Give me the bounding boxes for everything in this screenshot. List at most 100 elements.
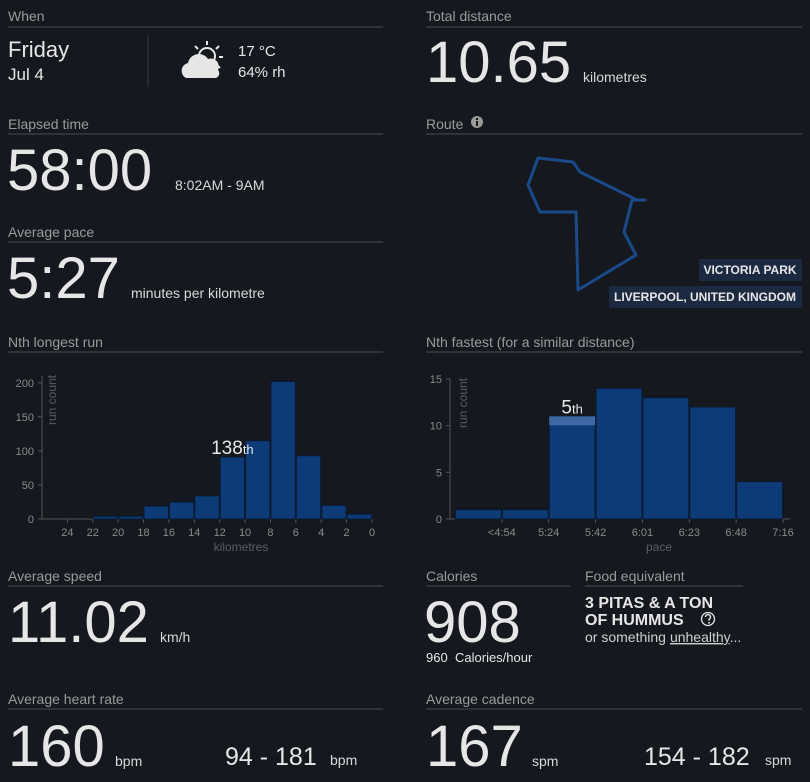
x-tick-label: 5:24 xyxy=(538,527,559,539)
bar xyxy=(118,515,144,520)
rank: 138 xyxy=(211,438,243,459)
calories-value: 908 xyxy=(424,590,521,655)
note-text: or something xyxy=(585,629,666,645)
bar xyxy=(548,415,596,520)
bar xyxy=(321,504,347,520)
bar xyxy=(501,509,549,520)
bar xyxy=(219,456,246,520)
section-header: Food equivalent xyxy=(585,568,685,584)
bar xyxy=(245,440,271,520)
x-tick-label: 2 xyxy=(344,527,350,539)
date: Jul 4 xyxy=(8,65,44,84)
bar xyxy=(270,380,296,520)
x-axis-label: kilometres xyxy=(214,540,269,554)
humidity: 64% rh xyxy=(238,64,286,81)
day: Friday xyxy=(8,37,69,62)
section-header: Average heart rate xyxy=(8,691,124,707)
section-header: Elapsed time xyxy=(8,116,89,132)
section-header: Average speed xyxy=(8,568,102,584)
note-ellipsis: ... xyxy=(730,629,742,645)
y-tick-label: 5 xyxy=(436,467,442,479)
pace-unit: minutes per kilometre xyxy=(131,285,265,301)
bar xyxy=(455,509,502,520)
pace-value: 5:27 xyxy=(7,246,120,311)
bar xyxy=(689,406,737,520)
bar xyxy=(194,495,220,520)
y-tick-label: 50 xyxy=(22,480,34,492)
section-header: Nth fastest (for a similar distance) xyxy=(426,334,635,350)
time-range: 8:02AM - 9AM xyxy=(175,177,264,193)
weather-icon xyxy=(181,41,223,78)
x-tick-label: 20 xyxy=(112,527,124,539)
food-note: or something unhealthy... xyxy=(585,629,741,645)
x-tick-label: 6:48 xyxy=(725,527,746,539)
rank-suffix: th xyxy=(572,401,583,416)
x-tick-label: 5:42 xyxy=(585,527,606,539)
x-tick-label: 4 xyxy=(318,527,324,539)
x-tick-label: 6:23 xyxy=(679,527,700,539)
bar xyxy=(595,387,643,520)
hr-range: 94 - 181 xyxy=(225,743,317,771)
bar xyxy=(295,455,322,520)
x-tick-label: 6:01 xyxy=(632,527,653,539)
bar xyxy=(143,505,169,520)
cadence-unit: spm xyxy=(532,753,558,769)
route-place: VICTORIA PARK xyxy=(703,263,796,277)
y-tick-label: 200 xyxy=(16,378,34,390)
bar xyxy=(346,513,373,520)
route-line xyxy=(526,156,647,292)
x-tick-label: 18 xyxy=(137,527,149,539)
x-axis-label: pace xyxy=(646,540,672,554)
food-line: 3 PITAS & A TON xyxy=(585,595,713,612)
y-tick-label: 10 xyxy=(430,421,442,433)
section-header: Nth longest run xyxy=(8,334,103,350)
hr-value: 160 xyxy=(8,714,105,779)
x-tick-label: 0 xyxy=(369,527,375,539)
rank-annotation: 138th xyxy=(211,438,254,459)
y-tick-label: 0 xyxy=(436,514,442,526)
distance-unit: kilometres xyxy=(583,69,647,85)
label-box xyxy=(699,259,802,281)
rank: 5 xyxy=(561,397,572,418)
x-tick-label: 12 xyxy=(214,527,226,539)
section-header: Calories xyxy=(426,568,477,584)
calories-rate: 960 xyxy=(426,650,448,665)
speed-value: 11.02 xyxy=(8,590,149,655)
cadence-value: 167 xyxy=(426,714,523,779)
note-link[interactable]: unhealthy xyxy=(670,629,731,645)
y-tick-label: 150 xyxy=(16,412,34,424)
section-header: Route xyxy=(426,116,464,132)
y-tick-label: 0 xyxy=(28,514,34,526)
x-tick-label: 24 xyxy=(61,527,73,539)
help-icon[interactable] xyxy=(700,611,716,627)
y-tick-label: 100 xyxy=(16,446,34,458)
x-tick-label: 8 xyxy=(267,527,273,539)
rank-annotation: 5th xyxy=(561,397,582,418)
bar xyxy=(92,515,119,520)
x-tick-label: 16 xyxy=(163,527,175,539)
label-box xyxy=(609,286,802,308)
bar-highlight xyxy=(549,416,596,426)
distance-value: 10.65 xyxy=(426,30,571,95)
section-header: Average pace xyxy=(8,224,94,240)
elapsed-value: 58:00 xyxy=(7,138,152,203)
x-tick-label: 6 xyxy=(293,527,299,539)
y-tick-label: 15 xyxy=(430,374,442,386)
calories-rate-unit: Calories/hour xyxy=(455,650,533,665)
speed-unit: km/h xyxy=(160,629,190,645)
cadence-range: 154 - 182 xyxy=(644,743,750,771)
y-axis-label: run count xyxy=(456,377,470,428)
route-location: LIVERPOOL, UNITED KINGDOM xyxy=(614,290,796,304)
x-tick-label: 14 xyxy=(188,527,200,539)
section-header: Total distance xyxy=(426,8,512,24)
info-icon[interactable] xyxy=(471,116,483,128)
bar xyxy=(642,397,690,520)
food-line: OF HUMMUS xyxy=(585,612,684,629)
y-axis-label: run count xyxy=(45,374,59,425)
x-tick-label: 7:16 xyxy=(772,527,793,539)
hr-unit: bpm xyxy=(115,753,142,769)
temperature: 17 °C xyxy=(238,43,276,60)
x-tick-label: <4:54 xyxy=(488,527,516,539)
